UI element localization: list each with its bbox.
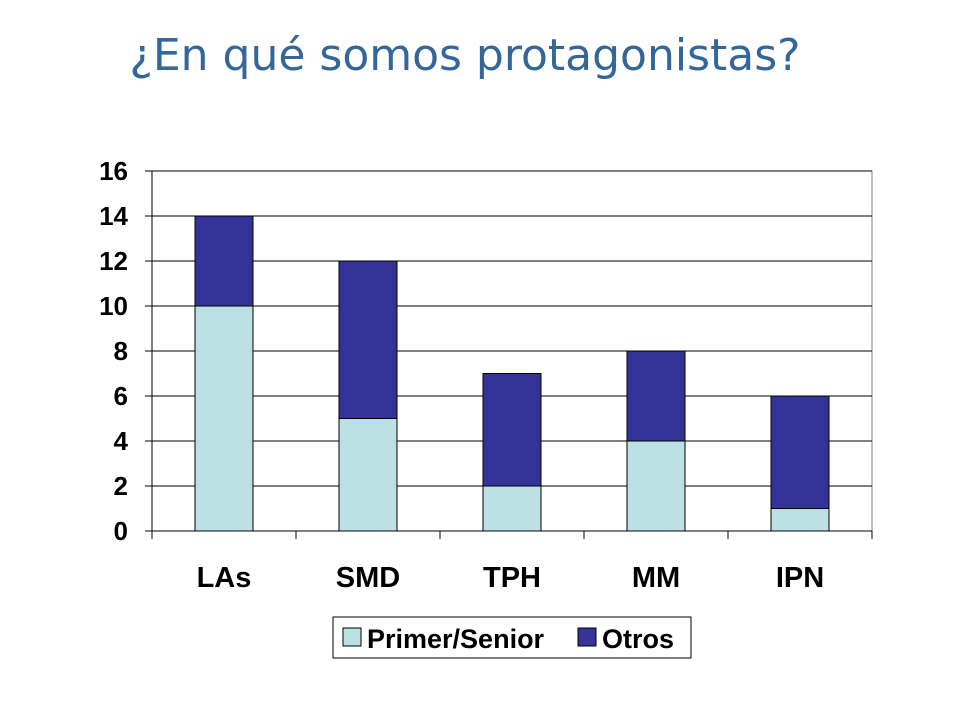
legend-swatch — [577, 627, 597, 647]
y-tick-label: 6 — [114, 381, 128, 411]
legend-label: Otros — [602, 624, 674, 654]
x-category-label: LAs — [197, 562, 252, 594]
bar-ipn-otros — [770, 395, 830, 509]
y-tick-label: 16 — [99, 156, 128, 186]
y-tick-label: 4 — [114, 426, 129, 456]
bar-las-otros — [194, 215, 254, 307]
y-tick-label: 0 — [114, 516, 128, 546]
bar-smd-otros — [338, 260, 398, 419]
bar-mm-primer-senior — [626, 440, 686, 532]
bar-tph-otros — [482, 373, 542, 487]
legend-swatch — [342, 627, 362, 647]
y-tick-label: 14 — [99, 201, 128, 231]
legend-label: Primer/Senior — [367, 624, 545, 654]
page-title: ¿En qué somos protagonistas? — [129, 30, 801, 81]
y-tick-label: 8 — [114, 336, 128, 366]
x-category-label: TPH — [483, 562, 541, 594]
y-tick-label: 2 — [114, 471, 128, 501]
bar-tph-primer-senior — [482, 485, 542, 532]
bar-smd-primer-senior — [338, 418, 398, 532]
bar-mm-otros — [626, 350, 686, 442]
y-tick-label: 12 — [99, 246, 128, 276]
bar-ipn-primer-senior — [770, 508, 830, 532]
x-category-label: IPN — [776, 562, 824, 594]
x-category-label: SMD — [336, 562, 400, 594]
legend — [332, 616, 692, 659]
bar-las-primer-senior — [194, 305, 254, 532]
x-category-label: MM — [632, 562, 680, 594]
y-tick-label: 10 — [99, 291, 128, 321]
